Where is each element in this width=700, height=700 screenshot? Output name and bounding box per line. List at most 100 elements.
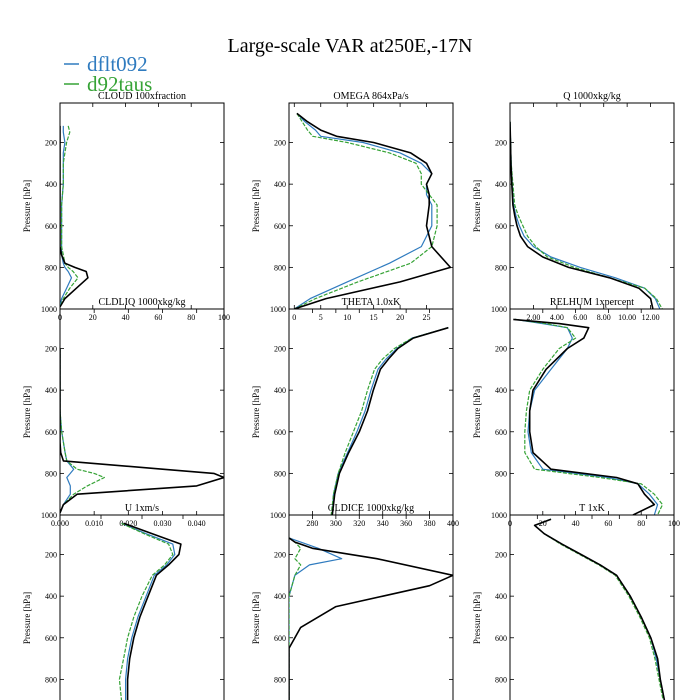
- y-tick-label: 600: [274, 634, 286, 643]
- y-tick-label: 800: [274, 263, 286, 272]
- series-line-dflt092: [533, 518, 665, 700]
- series-line-dflt092: [510, 121, 661, 309]
- series-line-d92taus: [289, 537, 302, 700]
- x-tick-label: 10.00: [618, 313, 636, 322]
- panel-title: OMEGA 864xPa/s: [333, 91, 408, 102]
- series-line-d92taus: [533, 518, 664, 700]
- panel-title: RELHUM 1xpercent: [550, 297, 634, 308]
- y-tick-label: 400: [495, 592, 507, 601]
- x-tick-label: 15: [370, 313, 378, 322]
- series-line-reference: [294, 112, 452, 309]
- y-tick-label: 200: [45, 139, 57, 148]
- x-tick-label: 6.00: [573, 313, 587, 322]
- y-tick-label: 600: [45, 634, 57, 643]
- y-tick-label: 600: [495, 222, 507, 231]
- panel-7: CLDICE 1000xkg/kg Pressure [hPa] 200 400 600…: [251, 503, 454, 700]
- y-tick-label: 400: [274, 592, 286, 601]
- legend-label-d92taus: d92taus: [87, 72, 152, 96]
- plot-frame: [509, 308, 675, 516]
- series-line-d92taus: [118, 522, 174, 700]
- y-axis-label: Pressure [hPa]: [251, 592, 261, 644]
- y-tick-label: 200: [274, 139, 286, 148]
- figure-title: Large-scale VAR at250E,-17N: [228, 35, 473, 57]
- x-tick-label: 60: [154, 313, 162, 322]
- x-tick-label: 300: [330, 519, 342, 528]
- y-tick-label: 200: [274, 345, 286, 354]
- series-line-d92taus: [510, 121, 663, 309]
- x-tick-label: 8.00: [597, 313, 611, 322]
- panel-2: Q 1000xkg/kg Pressure [hPa] 200 400 600 800 10…: [472, 91, 675, 322]
- x-tick-label: 0.040: [188, 519, 206, 528]
- x-tick-label: 320: [353, 519, 365, 528]
- series-line-d92taus: [330, 327, 449, 515]
- y-tick-label: 200: [45, 345, 57, 354]
- panel-0: CLOUD 100xfraction Pressure [hPa] 200 400 60…: [22, 91, 230, 322]
- x-tick-label: 5: [319, 313, 323, 322]
- series-line-reference: [289, 537, 453, 700]
- x-tick-label: 0.020: [119, 519, 137, 528]
- y-axis-label: Pressure [hPa]: [472, 592, 482, 644]
- y-tick-label: 800: [495, 263, 507, 272]
- y-axis-label: Pressure [hPa]: [22, 180, 32, 232]
- series-line-d92taus: [60, 348, 106, 514]
- y-tick-label: 200: [45, 551, 57, 560]
- y-tick-label: 600: [495, 634, 507, 643]
- y-tick-label: 200: [495, 551, 507, 560]
- x-tick-label: 4.00: [550, 313, 564, 322]
- y-tick-label: 200: [495, 139, 507, 148]
- y-tick-label: 800: [495, 469, 507, 478]
- panel-title: THETA 1.0xK: [342, 297, 401, 308]
- y-axis-label: Pressure [hPa]: [472, 386, 482, 438]
- y-tick-label: 400: [495, 386, 507, 395]
- x-tick-label: 20: [396, 313, 404, 322]
- legend: dflt092 d92taus: [64, 52, 152, 96]
- plot-frame: [509, 102, 675, 310]
- y-tick-label: 400: [495, 180, 507, 189]
- series-line-reference: [60, 125, 89, 308]
- y-axis-label: Pressure [hPa]: [22, 592, 32, 644]
- series-line-d92taus: [60, 125, 79, 308]
- x-tick-label: 0.010: [85, 519, 103, 528]
- y-tick-label: 1000: [41, 511, 57, 520]
- y-tick-label: 1000: [491, 305, 507, 314]
- plot-frame: [288, 514, 454, 700]
- x-tick-label: 20: [89, 313, 97, 322]
- legend-label-dflt092: dflt092: [87, 52, 148, 76]
- series-line-dflt092: [121, 522, 176, 700]
- series-line-reference: [513, 318, 656, 515]
- x-tick-label: 40: [122, 313, 130, 322]
- x-tick-label: 360: [400, 519, 412, 528]
- panel-title: U 1xm/s: [125, 503, 159, 514]
- y-tick-label: 800: [274, 675, 286, 684]
- series-line-reference: [533, 518, 666, 700]
- x-tick-label: 2.00: [526, 313, 540, 322]
- series-line-reference: [123, 522, 182, 700]
- y-tick-label: 800: [495, 675, 507, 684]
- panel-5: RELHUM 1xpercent Pressure [hPa] 200 400 600 8…: [472, 297, 680, 528]
- y-tick-label: 800: [45, 263, 57, 272]
- y-tick-label: 600: [495, 428, 507, 437]
- panel-title: CLOUD 100xfraction: [98, 91, 186, 102]
- plot-frame: [59, 102, 225, 310]
- x-tick-label: 12.00: [642, 313, 660, 322]
- x-tick-label: 10: [343, 313, 351, 322]
- x-tick-label: 0.030: [154, 519, 172, 528]
- y-tick-label: 600: [45, 222, 57, 231]
- panel-title: CLDICE 1000xkg/kg: [328, 503, 414, 514]
- y-tick-label: 400: [274, 386, 286, 395]
- series-line-dflt092: [514, 318, 659, 515]
- y-tick-label: 400: [45, 386, 57, 395]
- x-tick-label: 20: [539, 519, 547, 528]
- plot-frame: [59, 308, 225, 516]
- series-line-reference: [331, 326, 449, 515]
- panel-title: T 1xK: [579, 503, 605, 514]
- y-tick-label: 1000: [270, 511, 286, 520]
- series-line-dflt092: [331, 327, 449, 515]
- y-axis-label: Pressure [hPa]: [251, 180, 261, 232]
- y-tick-label: 600: [274, 428, 286, 437]
